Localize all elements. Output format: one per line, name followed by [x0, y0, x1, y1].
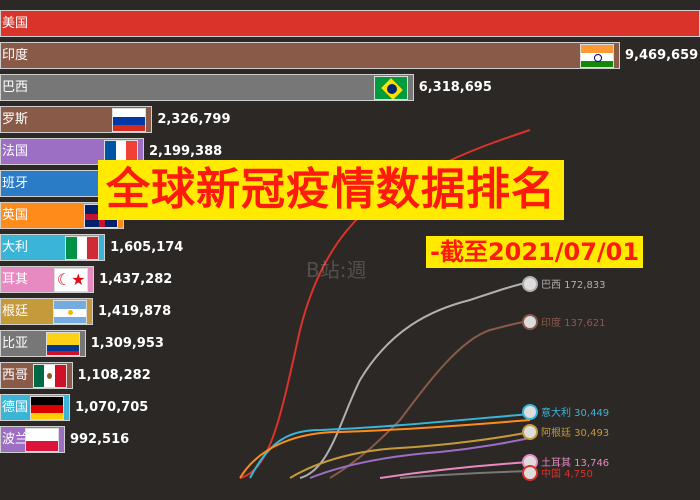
bar-label: 美国 — [2, 16, 29, 31]
bar-label: 罗斯 — [2, 112, 29, 127]
germany-flag — [30, 396, 65, 420]
bar-2 — [0, 42, 620, 69]
series-line-3 — [329, 320, 531, 479]
bar-value: 1,605,174 — [110, 240, 184, 255]
line-end-label: 意大利 30,449 — [541, 406, 609, 419]
chart-subtitle: -截至2021/07/01 — [426, 236, 644, 268]
bar-label: 印度 — [2, 48, 29, 63]
bar-label: 巴西 — [2, 80, 29, 95]
bar-value: 1,419,878 — [97, 304, 172, 319]
line-end-flag — [522, 465, 538, 481]
argentina-flag — [52, 300, 87, 324]
russia-flag — [112, 108, 147, 132]
line-end-flag — [522, 314, 538, 330]
bar-label: 波兰 — [2, 432, 29, 447]
line-end-flag — [522, 404, 538, 420]
india-flag — [580, 44, 614, 68]
bar-1 — [0, 10, 700, 37]
series-line-8 — [379, 461, 531, 479]
series-line-2 — [299, 281, 531, 479]
series-line-4 — [249, 413, 531, 479]
bar-value: 1,309,953 — [90, 336, 164, 351]
series-line-1 — [239, 129, 531, 479]
line-end-flag — [522, 424, 538, 440]
bar-value: 1,070,705 — [75, 400, 149, 415]
turkey-flag: ☾★ — [54, 268, 89, 292]
bar-value: 992,516 — [69, 432, 130, 447]
series-line-6 — [289, 431, 531, 479]
mexico-flag — [32, 364, 67, 388]
colombia-flag — [45, 332, 80, 356]
bar-label: 耳其 — [2, 272, 29, 287]
bar-value: 9,469,659 — [625, 48, 699, 63]
brazil-flag — [373, 76, 408, 100]
bar-label: 班牙 — [2, 176, 29, 191]
poland-flag — [24, 428, 59, 452]
line-end-label: 印度 137,621 — [541, 316, 606, 329]
series-line-5 — [239, 419, 531, 479]
bar-label: 根廷 — [2, 304, 29, 319]
bar-label: 比亚 — [2, 336, 29, 351]
bar-value: 2,199,388 — [148, 144, 223, 159]
bar-value: 6,318,695 — [418, 80, 492, 95]
line-end-label: 阿根廷 30,493 — [541, 426, 609, 439]
bar-label: 西哥 — [2, 368, 29, 383]
bar-value: 1,437,282 — [99, 272, 173, 287]
line-end-label: 巴西 172,833 — [541, 279, 606, 291]
italy-flag — [65, 236, 100, 260]
bar-label: 德国 — [2, 400, 29, 415]
bar-label: 法国 — [2, 144, 29, 159]
line-end-label: 中国 4,750 — [541, 467, 593, 480]
bar-value: 2,326,799 — [157, 112, 231, 127]
line-end-label: 土耳其 13,746 — [541, 456, 609, 469]
bar-3 — [0, 74, 414, 101]
series-line-9 — [399, 470, 531, 479]
line-end-flag — [522, 276, 538, 292]
series-line-7 — [309, 437, 531, 479]
bar-label: 大利 — [2, 240, 29, 255]
watermark: B站:週 — [306, 258, 367, 282]
bar-value: 1,108,282 — [77, 368, 151, 383]
bar-label: 英国 — [2, 208, 29, 223]
chart-title: 全球新冠疫情数据排名 — [98, 160, 564, 220]
